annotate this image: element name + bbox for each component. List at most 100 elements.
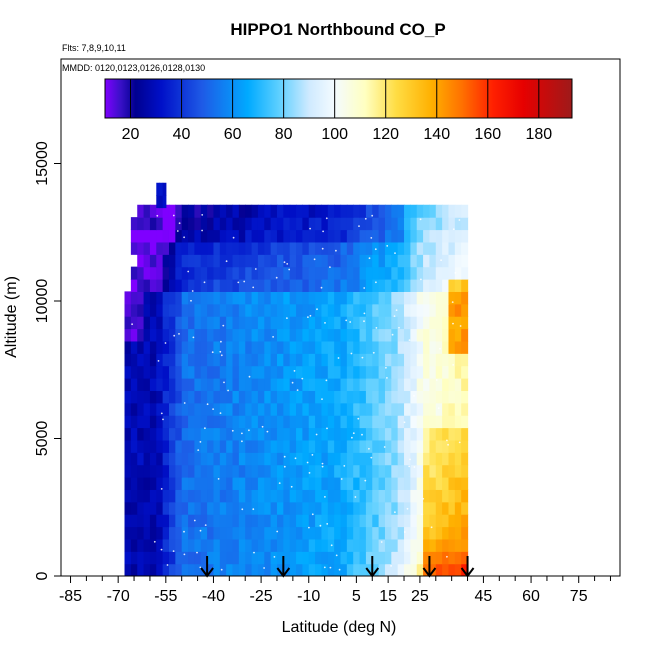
heatmap-cell xyxy=(448,229,456,243)
heatmap-cell xyxy=(289,501,297,515)
heatmap-cell xyxy=(238,279,246,292)
heatmap-cell xyxy=(149,427,157,441)
heatmap-cell xyxy=(461,390,469,404)
heatmap-cell xyxy=(404,551,411,565)
heatmap-cell xyxy=(219,501,227,515)
heatmap-cell xyxy=(359,464,367,478)
sample-point xyxy=(446,439,448,442)
sample-point xyxy=(325,379,328,382)
heatmap-cell xyxy=(156,182,161,196)
heatmap-cell xyxy=(137,365,145,379)
heatmap-cell xyxy=(340,501,348,515)
heatmap-cell xyxy=(442,266,450,280)
sample-point xyxy=(225,260,228,263)
heatmap-cell xyxy=(232,402,240,416)
heatmap-cell xyxy=(207,353,215,367)
heatmap-cell xyxy=(143,316,151,330)
heatmap-cell xyxy=(454,254,462,268)
heatmap-cell xyxy=(384,526,392,540)
heatmap-cell xyxy=(404,254,411,268)
heatmap-cell xyxy=(149,303,157,317)
heatmap-cell xyxy=(321,514,329,528)
heatmap-cell xyxy=(143,204,151,218)
heatmap-cell xyxy=(454,464,462,478)
heatmap-cell xyxy=(238,241,246,255)
sample-point xyxy=(248,429,250,432)
heatmap-cell xyxy=(315,501,323,515)
heatmap-cell xyxy=(245,229,253,243)
heatmap-cell xyxy=(137,204,145,218)
heatmap-cell xyxy=(289,452,297,466)
heatmap-cell xyxy=(340,551,348,565)
heatmap-cell xyxy=(296,415,303,429)
heatmap-cell xyxy=(226,390,234,404)
heatmap-cell xyxy=(327,452,335,466)
heatmap-cell xyxy=(200,204,208,218)
heatmap-cell xyxy=(346,378,354,391)
heatmap-cell xyxy=(283,241,291,255)
heatmap-cell xyxy=(429,217,437,231)
heatmap-cell xyxy=(149,316,157,330)
heatmap-cell xyxy=(175,365,183,379)
heatmap-cell xyxy=(448,378,456,391)
heatmap-cell xyxy=(181,427,189,441)
heatmap-cell xyxy=(283,538,291,552)
heatmap-cell xyxy=(289,204,297,218)
heatmap-cell xyxy=(270,402,278,416)
heatmap-cell xyxy=(410,316,418,330)
heatmap-cell xyxy=(302,427,310,441)
heatmap-cell xyxy=(219,477,227,490)
heatmap-cell xyxy=(143,501,151,515)
sample-point xyxy=(422,497,425,500)
heatmap-cell xyxy=(130,353,138,367)
heatmap-cell xyxy=(162,195,167,209)
heatmap-cell xyxy=(404,353,411,367)
heatmap-cell xyxy=(429,229,437,243)
heatmap-cell xyxy=(365,241,373,255)
heatmap-cell xyxy=(162,303,170,317)
heatmap-cell xyxy=(340,526,348,540)
sample-point xyxy=(172,214,175,217)
heatmap-cell xyxy=(359,279,367,292)
heatmap-cell xyxy=(213,526,221,540)
heatmap-cell xyxy=(137,291,145,305)
heatmap-cell xyxy=(175,204,183,218)
heatmap-cell xyxy=(410,464,418,478)
heatmap-cell xyxy=(181,402,189,416)
heatmap-cell xyxy=(219,254,227,268)
colorbar-tick-label: 80 xyxy=(275,126,293,143)
heatmap-cell xyxy=(264,217,272,231)
heatmap-cell xyxy=(188,452,195,466)
heatmap-cell xyxy=(124,551,132,565)
heatmap-cell xyxy=(213,427,221,441)
heatmap-cell xyxy=(264,477,272,490)
heatmap-cell xyxy=(340,254,348,268)
heatmap-cell xyxy=(257,328,265,342)
colorbar-frame xyxy=(104,78,573,119)
heatmap-cell xyxy=(334,514,342,528)
heatmap-cell xyxy=(181,353,189,367)
heatmap-cell xyxy=(365,464,373,478)
heatmap-cell xyxy=(302,464,310,478)
heatmap-cell xyxy=(207,477,215,490)
heatmap-cell xyxy=(423,204,431,218)
heatmap-cell xyxy=(365,365,373,379)
heatmap-cell xyxy=(378,279,386,292)
heatmap-cell xyxy=(334,353,342,367)
heatmap-cell xyxy=(302,303,310,317)
heatmap-cell xyxy=(213,229,221,243)
heatmap-cell xyxy=(429,291,437,305)
heatmap-cell xyxy=(257,291,265,305)
heatmap-cell xyxy=(410,254,418,268)
heatmap-cell xyxy=(346,204,354,218)
heatmap-cell xyxy=(378,489,386,503)
heatmap-cell xyxy=(124,415,132,429)
heatmap-cell xyxy=(175,477,183,490)
heatmap-cell xyxy=(188,464,195,478)
heatmap-cell xyxy=(384,427,392,441)
heatmap-cell xyxy=(270,340,278,354)
heatmap-cell xyxy=(283,464,291,478)
sample-point xyxy=(183,530,185,533)
sample-point xyxy=(288,268,291,271)
heatmap-cell xyxy=(289,514,297,528)
